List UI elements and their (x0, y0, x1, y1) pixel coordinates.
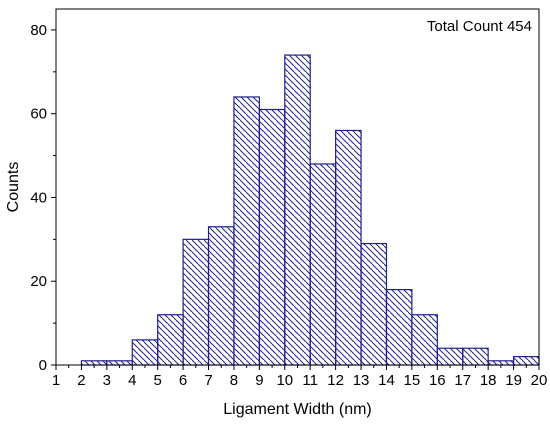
y-tick-label: 0 (39, 357, 47, 374)
x-tick-label: 18 (480, 372, 497, 389)
bar-bin-18-19 (487, 360, 515, 366)
y-tick-label: 60 (30, 106, 47, 123)
bar-bin-6-7 (182, 238, 210, 366)
bars-layer (80, 54, 540, 366)
bar-bin-12-13 (335, 129, 362, 366)
x-tick-label: 1 (52, 372, 60, 389)
x-tick-label: 7 (204, 372, 212, 389)
x-tick-label: 14 (378, 372, 395, 389)
x-tick-label: 5 (154, 372, 162, 389)
bar-bin-15-16 (411, 314, 438, 366)
bar-bin-9-10 (258, 108, 286, 366)
y-tick-label: 40 (30, 189, 47, 206)
x-tick-label: 4 (128, 372, 136, 389)
bar-bin-16-17 (436, 347, 464, 366)
bar-bin-3-4 (106, 360, 133, 366)
x-tick-label: 11 (302, 372, 318, 389)
x-tick-label: 2 (77, 372, 85, 389)
y-tick-label: 20 (30, 273, 47, 290)
total-count-annotation: Total Count 454 (427, 18, 532, 35)
x-tick-label: 8 (230, 372, 238, 389)
x-tick-label: 6 (179, 372, 187, 389)
x-tick-label: 16 (429, 372, 446, 389)
bar-bin-7-8 (207, 226, 235, 366)
x-tick-label: 15 (404, 372, 421, 389)
x-tick-label: 12 (327, 372, 344, 389)
x-tick-label: 17 (454, 372, 471, 389)
x-tick-label: 19 (505, 372, 522, 389)
y-axis: 0 20 40 60 80 (30, 22, 56, 374)
bar-bin-8-9 (233, 96, 260, 366)
bar-bin-5-6 (157, 314, 184, 366)
bar-bin-2-3 (80, 360, 108, 366)
bar-bin-4-5 (131, 339, 159, 366)
x-axis-title: Ligament Width (nm) (223, 401, 372, 418)
x-tick-label: 3 (103, 372, 111, 389)
bar-bin-19-20 (512, 356, 540, 366)
y-tick-label: 80 (30, 22, 47, 39)
x-tick-label: 10 (276, 372, 293, 389)
x-tick-label: 20 (531, 372, 548, 389)
bar-bin-17-18 (462, 347, 489, 366)
bar-bin-11-12 (309, 163, 337, 366)
x-tick-label: 9 (255, 372, 263, 389)
x-axis: 1 2 3 4 5 6 7 8 9 10 11 12 13 14 15 16 17 18 19 20 (52, 365, 548, 389)
y-axis-title: Counts (5, 162, 22, 213)
bar-bin-13-14 (360, 242, 388, 366)
bar-bin-10-11 (284, 54, 311, 366)
bar-bin-14-15 (385, 289, 413, 366)
x-tick-label: 13 (353, 372, 370, 389)
